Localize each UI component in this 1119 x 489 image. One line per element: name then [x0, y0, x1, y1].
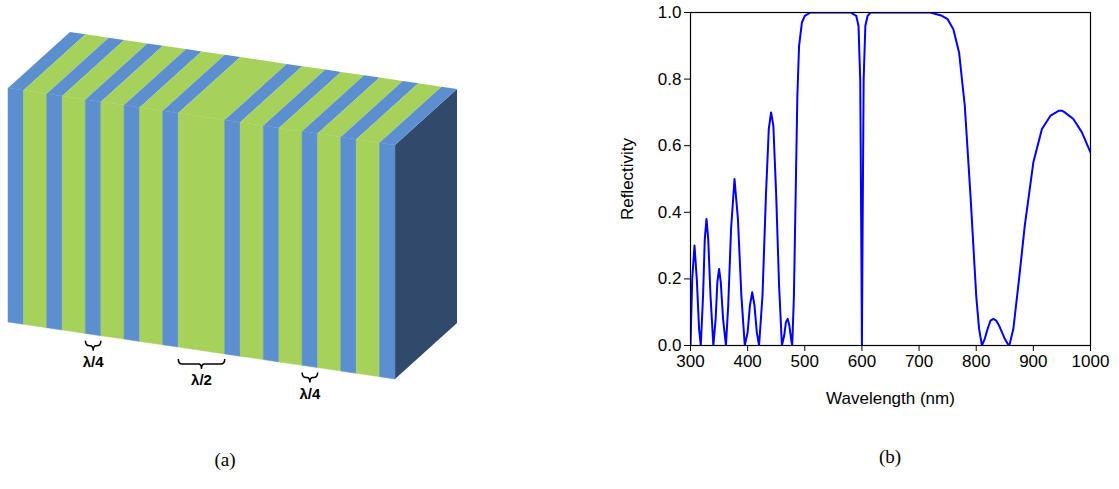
html-text:(b): (b)	[878, 446, 902, 467]
svg-text:0.8: 0.8	[658, 70, 682, 89]
svg-text:700: 700	[905, 352, 933, 371]
svg-text:0.2: 0.2	[658, 269, 682, 288]
svg-text:1000: 1000	[1072, 352, 1110, 371]
svg-text:(a): (a)	[214, 449, 235, 471]
svg-text:600: 600	[848, 352, 876, 371]
svg-text:Reflectivity: Reflectivity	[618, 137, 637, 220]
svg-text:λ/4: λ/4	[83, 353, 105, 370]
svg-text:0.4: 0.4	[658, 203, 682, 222]
svg-text:300: 300	[676, 352, 704, 371]
svg-text:500: 500	[791, 352, 819, 371]
svg-text:λ/4: λ/4	[299, 385, 321, 402]
svg-text:0.0: 0.0	[657, 335, 682, 355]
svg-text:800: 800	[962, 352, 990, 371]
svg-text:400: 400	[733, 352, 761, 371]
svg-text:900: 900	[1019, 352, 1047, 371]
svg-text:λ/2: λ/2	[191, 371, 212, 388]
svg-text:1.0: 1.0	[658, 3, 682, 22]
svg-text:0.6: 0.6	[658, 136, 682, 155]
svg-text:Wavelength (nm): Wavelength (nm)	[826, 389, 955, 408]
